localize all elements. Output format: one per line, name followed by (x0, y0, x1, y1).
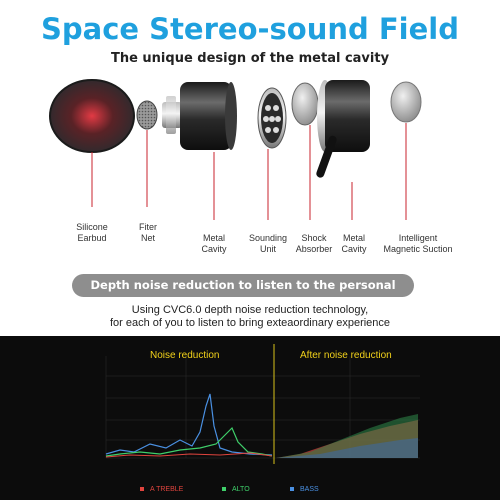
part-label-silicone-earbud: Silicone Earbud (76, 222, 108, 243)
magnetic-suction-image (390, 81, 422, 123)
bass-area (276, 438, 418, 458)
metal-cavity-back-image (316, 80, 370, 178)
noise-comparison-graph (105, 344, 420, 491)
part-label-magnetic-suction: Intelligent Magnetic Suction (383, 233, 453, 254)
legend-alto: ALTO (232, 486, 250, 493)
part-label-filter-net: Fiter Net (139, 222, 157, 243)
bass-noise-line (105, 393, 273, 456)
legend-treble: A TREBLE (150, 486, 184, 493)
description-text: Using CVC6.0 depth noise reduction techn… (109, 304, 391, 329)
sounding-unit-image (257, 87, 287, 149)
noise-reduction-banner: Depth noise reduction to listen to the p… (72, 274, 414, 315)
silicone-earbud-image (49, 79, 135, 153)
page-title: Space Stereo-sound Field (41, 12, 459, 46)
legend-swatch-bass (290, 487, 294, 491)
metal-cavity-front-image (162, 82, 237, 150)
alto-noise-line (105, 426, 273, 457)
page-subtitle: The unique design of the metal cavity (110, 51, 390, 66)
shock-absorber-image (291, 82, 319, 126)
part-label-metal-cavity-front: Metal Cavity (201, 233, 227, 254)
legend-swatch-alto (222, 487, 226, 491)
legend-bass: BASS (300, 486, 319, 493)
earphone-exploded-view (49, 79, 422, 220)
callout-lines (91, 123, 407, 220)
part-label-metal-cavity-back: Metal Cavity (341, 233, 367, 254)
part-label-sounding-unit: Sounding Unit (248, 233, 288, 254)
filter-net-image (136, 100, 158, 130)
label-before-reduction: Noise reduction (150, 350, 220, 361)
legend-swatch-treble (140, 487, 144, 491)
treble-noise-line (105, 452, 273, 458)
part-label-shock-absorber: Shock Absorber (295, 233, 333, 254)
label-after-reduction: After noise reduction (300, 350, 392, 361)
